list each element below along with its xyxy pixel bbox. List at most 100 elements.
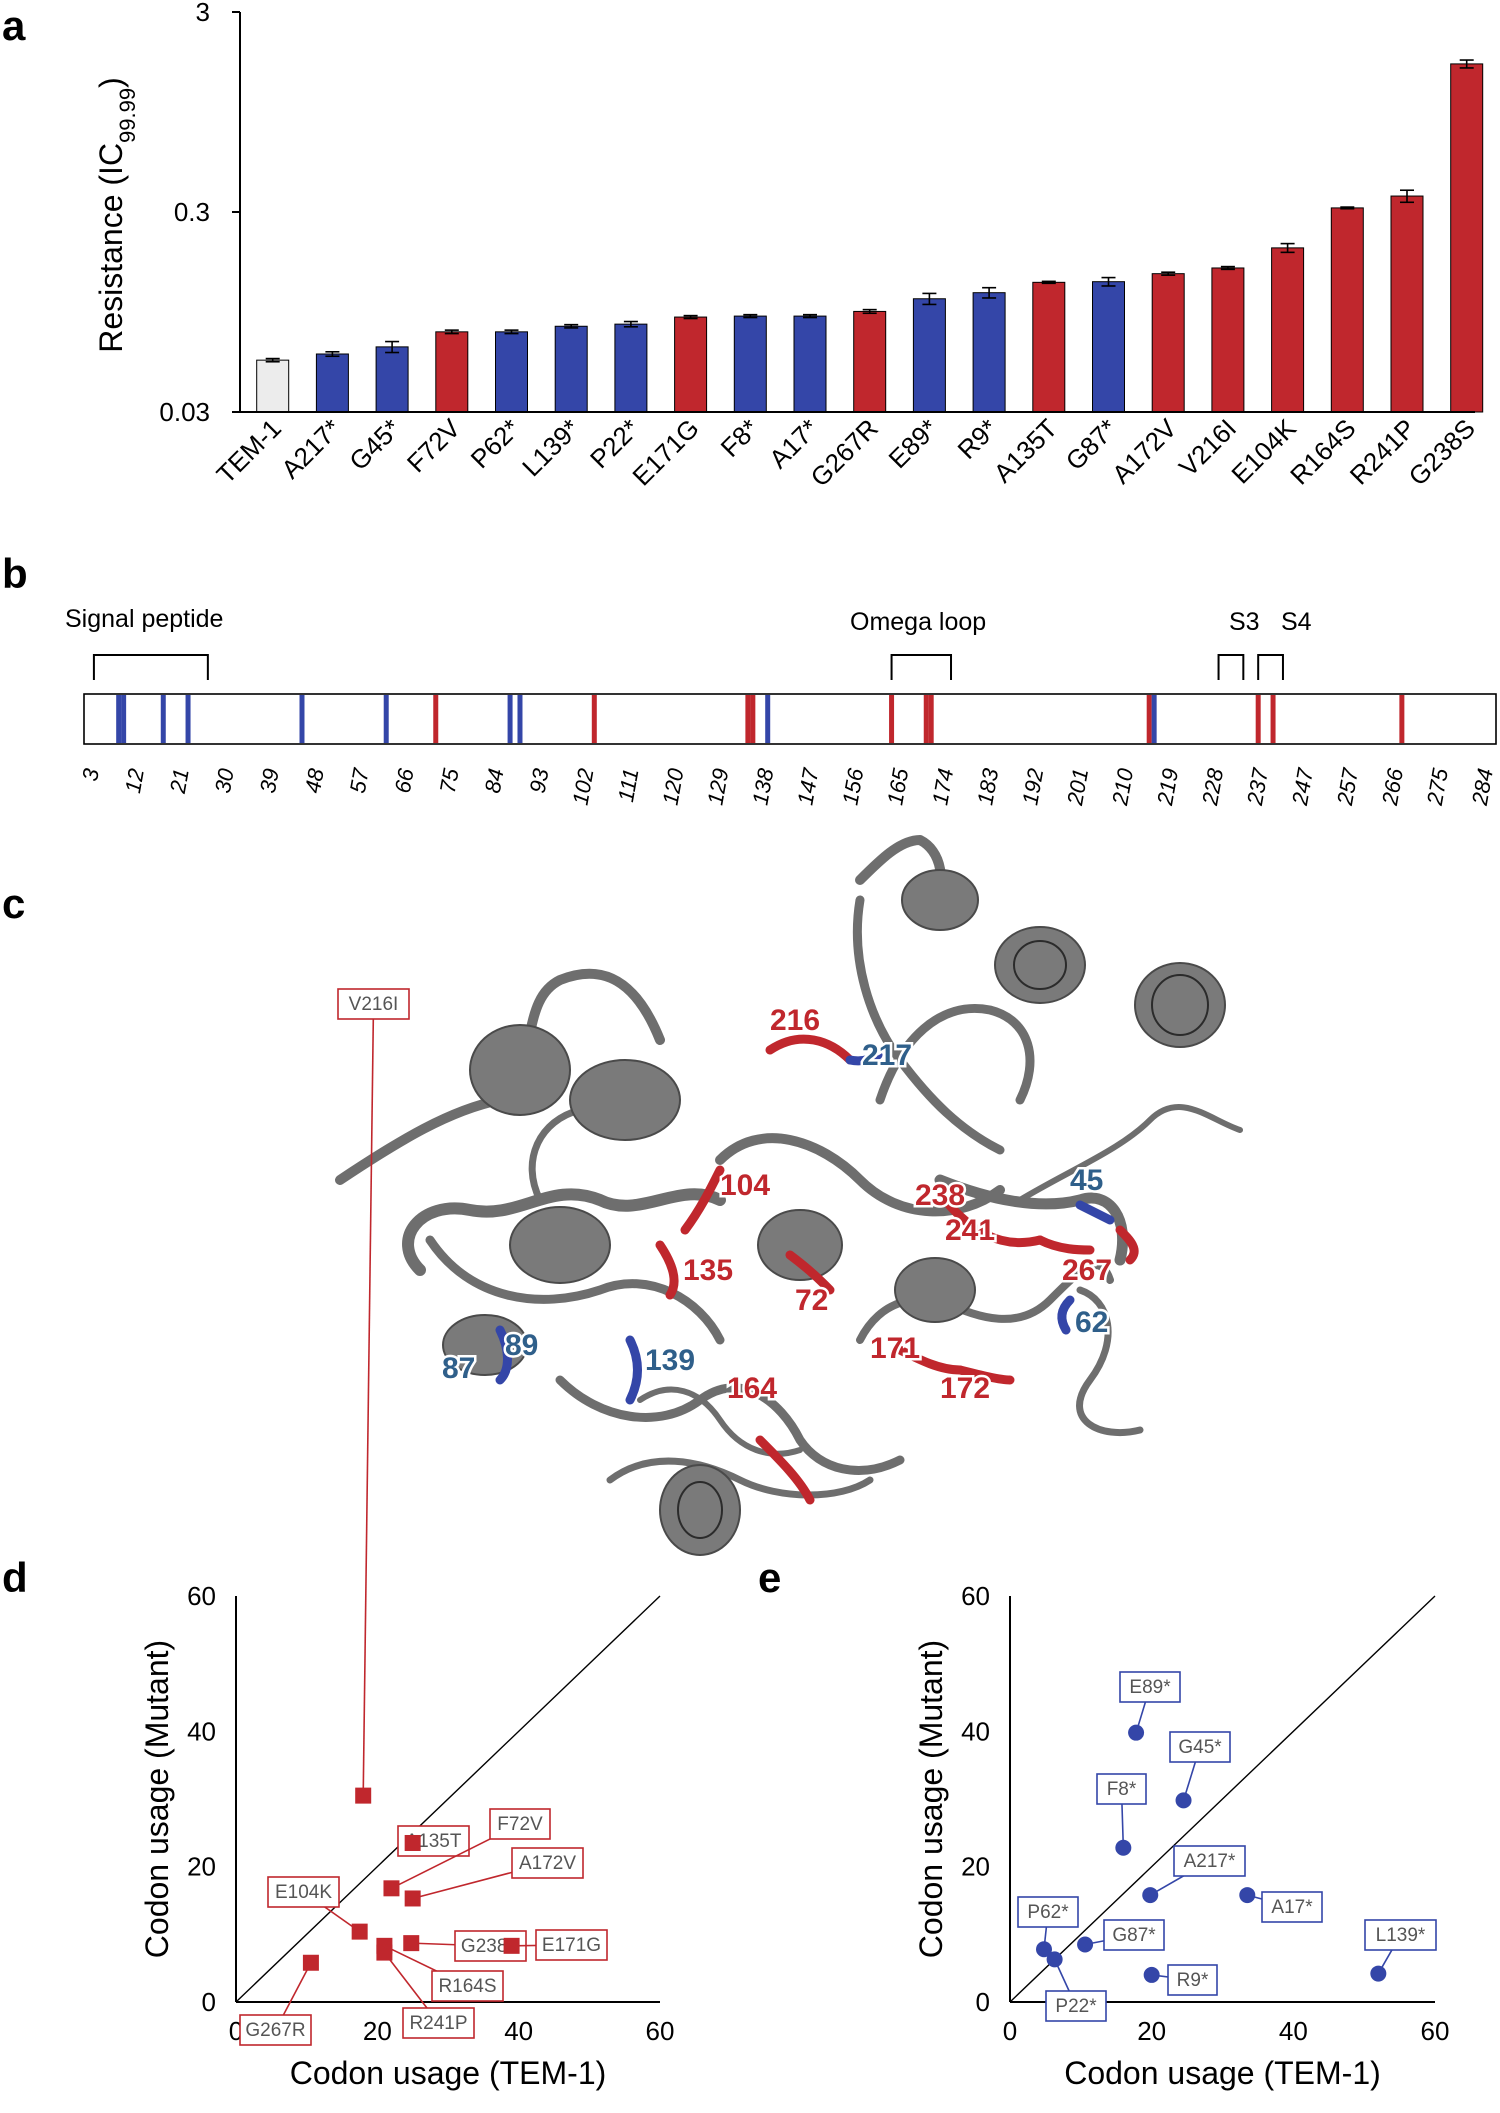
bar-F8* [733,315,767,413]
point-R241P: R241P [376,1944,475,2039]
x-tick-label: 40 [504,2016,533,2046]
panel-letter-a: a [2,2,26,49]
bar-R9* [972,292,1006,413]
data-label-box [1096,1773,1147,1805]
error-bar-A135T [1041,280,1056,285]
x-tick-label-A135T: A135T [988,413,1063,488]
data-label-box [535,1929,608,1961]
mutation-mark-267 [1399,695,1405,743]
error-bar-TEM-1 [265,357,280,363]
data-label-box [239,2014,312,2046]
position-tick-66: 66 [390,766,419,795]
bar-F72V [435,331,469,413]
mutation-mark-171 [923,695,929,743]
y-axis-label-end: ) [93,77,129,88]
point-P22*: P22* [1045,1951,1107,2022]
marker-G267R [302,1954,319,1971]
x-tick-label-A172V: A172V [1106,413,1183,490]
sequence-map: 3 12 21 30 39 48 57 66 75 84 93 102 111 120 129 138 147 1… [77,654,1498,808]
data-label-box [431,1970,504,2002]
error-bar-E89* [922,292,937,306]
y-tick-label: 40 [961,1716,990,1746]
marker-G45* [1175,1792,1192,1809]
mutation-mark-104 [591,695,597,743]
y-axis-label-main: Resistance (IC [93,143,129,353]
position-tick-93: 93 [525,766,554,795]
x-tick-label: 40 [1279,2016,1308,2046]
x-tick-label: 0 [1003,2016,1017,2046]
point-A217*: A217* [1142,1845,1246,1904]
bar-A17* [793,315,827,413]
error-bar-G238S [1459,59,1474,69]
bar-G267R [853,310,887,413]
y-tick-label: 3 [196,0,210,27]
error-bar-R9* [982,286,997,299]
domain-bracket-omega-loop [890,654,953,680]
position-tick-129: 129 [702,767,733,808]
mutation-mark-8 [116,695,122,743]
data-label-A217*: A217* [1184,1851,1236,1872]
marker-V216I [355,1787,372,1804]
mutation-mark-238 [1255,695,1261,743]
bar-R241P [1390,195,1424,413]
point-R9*: R9* [1143,1964,1218,1996]
error-bar-A217* [325,350,340,358]
bar-group [256,63,1484,413]
error-bar-P62* [504,329,519,335]
position-tick-57: 57 [345,766,374,795]
mutation-mark-136 [750,695,756,743]
point-F8*: F8* [1096,1773,1147,1856]
error-bar-G267R [862,308,877,315]
bar-P62* [495,331,528,413]
point-F72V: F72V [383,1808,551,1897]
x-tick-label-P62*: P62* [465,413,526,474]
position-tick-21: 21 [165,767,194,796]
y-tick-label: 20 [961,1852,990,1882]
x-axis-label: Codon usage (TEM-1) [1064,2055,1381,2091]
bar-E104K [1271,247,1305,413]
point-V216I: V216I [337,988,410,1804]
bar-G87* [1092,281,1125,413]
data-label-F72V: F72V [497,1814,543,1835]
bar-G45* [375,346,409,413]
residue-label-238: 238 [915,1179,965,1212]
data-label-V216I: V216I [349,994,399,1015]
error-bar-R164S [1340,206,1355,210]
residue-labels: 216 217 104 238 45 241 135 72 267 87 89 139 62 171 172… [440,1002,1115,1408]
domain-label-signal-peptide: Signal peptide [65,605,223,633]
codon-usage-scatter-cost: 00 20 20 40 40 60 60 Codon usage (TEM-1) Codon u… [913,1581,1449,2091]
data-label-A17*: A17* [1271,1897,1313,1918]
position-tick-192: 192 [1017,767,1048,808]
data-label-L139*: L139* [1376,1925,1426,1946]
x-tick-label-L139*: L139* [516,413,585,482]
panel-letter-b: b [2,550,28,597]
data-label-box [1017,1896,1079,1928]
marker-E89* [1128,1724,1145,1741]
data-label-box [511,1847,584,1879]
data-label-E104K: E104K [275,1882,332,1903]
data-label-box [1119,1671,1181,1703]
marker-A217* [1142,1887,1159,1904]
position-tick-284: 284 [1467,767,1498,808]
bar-R164S [1330,207,1364,413]
helix-coils [677,940,1209,1539]
error-bar-A172V [1161,271,1176,276]
x-tick-label-G45*: G45* [343,413,406,476]
residue-label-139: 139 [645,1344,695,1377]
point-E104K: E104K [267,1876,368,1940]
marker-R241P [376,1944,393,1961]
data-label-G267R: G267R [245,2020,305,2041]
bar-A172V [1151,273,1185,413]
x-tick-label: 20 [363,2016,392,2046]
error-bar-E171G [683,314,698,320]
bar-TEM-1 [256,359,290,413]
residue-label-45: 45 [1070,1164,1103,1197]
data-label-box [1045,1990,1107,2022]
position-tick-12: 12 [120,767,149,795]
x-tick-label-R164S: R164S [1284,413,1361,490]
x-tick-label-E171G: E171G [626,413,704,491]
error-bar-V216I [1220,265,1235,271]
marker-E171G [503,1937,520,1954]
